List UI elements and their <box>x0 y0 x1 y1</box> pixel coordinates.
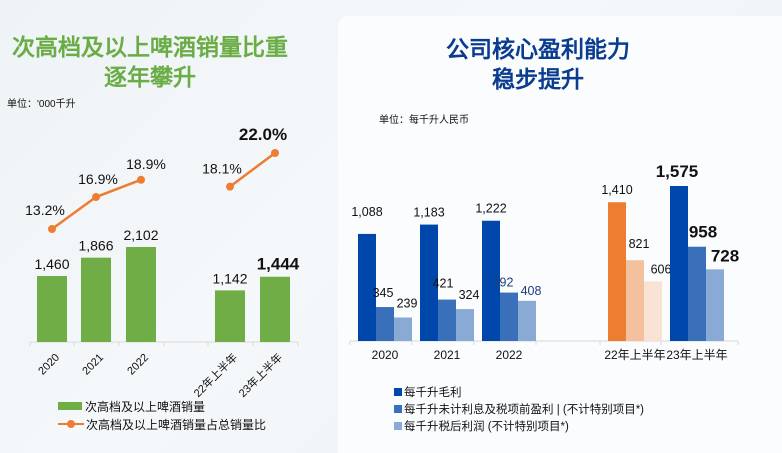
bar-23年上半年-1 <box>688 246 706 341</box>
legend-label: 每千升未计利息及税项前盈利 | (不计特别项目*) <box>404 403 645 416</box>
right-unit-label: 单位：每千升人民币 <box>379 115 469 126</box>
bar-2020-2 <box>394 317 412 341</box>
legend-item-line: 次高档及以上啤酒销量占总销量比 <box>58 415 266 433</box>
bar-value-label: 958 <box>689 223 717 242</box>
left-unit-label: 单位：'000千升 <box>7 99 76 110</box>
x-tick-label: 2020 <box>372 348 399 362</box>
bar-22年上半年 <box>215 290 245 342</box>
bar-23年上半年-0 <box>670 186 688 341</box>
bar-value-label: 1,088 <box>351 205 382 219</box>
share-value-label: 18.1% <box>202 161 242 177</box>
left-chart: 1,460 2020 1,866 2021 2,102 2022 1,142 22年上半年 1,… <box>25 125 300 400</box>
bar-value-label: 821 <box>629 237 650 251</box>
bar-2020-1 <box>376 307 394 341</box>
bar-value-label: 408 <box>521 284 542 298</box>
bar-value-label: 728 <box>711 246 739 265</box>
bar-value-label: 1,183 <box>413 206 444 220</box>
x-tick-label: 2021 <box>434 348 461 362</box>
x-tick-label: 23年上半年 <box>235 350 285 400</box>
right-title-line1: 公司核心盈利能力 <box>446 36 630 62</box>
bar-value-label: 239 <box>397 296 418 310</box>
bar-value-label: 1,410 <box>601 183 632 197</box>
right-title-line2: 稳步提升 <box>492 66 584 92</box>
share-point <box>48 225 56 233</box>
left-title-line2: 逐年攀升 <box>104 64 196 90</box>
x-tick-label: 22年上半年 <box>190 350 240 400</box>
bar-value-label: 606 <box>651 262 672 276</box>
right-panel: 公司核心盈利能力 稳步提升 单位：每千升人民币 1,088 345 239 2020 1… <box>338 16 782 453</box>
legend-swatch <box>394 387 402 396</box>
right-legend: 每千升毛利 每千升未计利息及税项前盈利 | (不计特别项目*) 每千升税后利润 … <box>394 383 644 434</box>
x-tick-label: 23年上半年 <box>666 348 727 362</box>
x-tick-label: 2020 <box>36 352 62 378</box>
bar-value-label: 1,142 <box>212 270 247 286</box>
legend-swatch <box>394 421 402 430</box>
bar-value-label: 345 <box>373 286 394 300</box>
bar-2021-1 <box>438 299 456 341</box>
bar-2022 <box>126 247 156 342</box>
bar-2021 <box>81 257 111 342</box>
bar-22年上半年-1 <box>626 260 644 341</box>
bar-22年上半年-2 <box>644 281 662 341</box>
legend-label: 每千升税后利润 (不计特别项目*) <box>404 420 569 433</box>
legend-bar-label: 次高档及以上啤酒销量 <box>85 399 206 414</box>
legend-item-net-profit: 每千升税后利润 (不计特别项目*) <box>394 417 644 434</box>
bar-value-label: 2,102 <box>123 227 158 243</box>
left-legend: 次高档及以上啤酒销量 次高档及以上啤酒销量占总销量比 <box>58 397 266 433</box>
left-title-line1: 次高档及以上啤酒销量比重 <box>12 34 288 60</box>
bar-value-label: 1,222 <box>475 202 506 216</box>
bar-2022-2 <box>518 300 536 341</box>
share-line <box>229 151 276 188</box>
bar-value-label: 1,460 <box>34 256 69 272</box>
bar-value-label: 492 <box>493 276 514 290</box>
bar-value-label: 324 <box>459 288 480 302</box>
bar-2020 <box>37 276 67 342</box>
legend-line-label: 次高档及以上啤酒销量占总销量比 <box>86 417 267 432</box>
legend-item-ebit: 每千升未计利息及税项前盈利 | (不计特别项目*) <box>394 400 644 417</box>
share-value-label: 13.2% <box>25 202 65 218</box>
bar-value-label: 1,866 <box>78 238 113 254</box>
x-tick-label: 2021 <box>80 352 106 378</box>
bar-2020-0 <box>358 233 376 341</box>
bar-22年上半年-0 <box>608 202 626 341</box>
x-tick-label: 2022 <box>496 348 523 362</box>
bar-23年上半年 <box>260 276 290 342</box>
x-tick-label: 22年上半年 <box>604 348 665 362</box>
share-point <box>271 149 279 157</box>
share-line <box>51 178 142 231</box>
bar-value-label: 1,575 <box>656 162 699 181</box>
legend-item-gross-profit: 每千升毛利 <box>394 383 644 400</box>
left-chart-title: 次高档及以上啤酒销量比重 逐年攀升 <box>0 32 300 92</box>
right-chart-title: 公司核心盈利能力 稳步提升 <box>338 34 738 94</box>
bar-2022-0 <box>482 220 500 341</box>
x-tick-label: 2022 <box>125 352 151 378</box>
share-point <box>226 182 234 191</box>
legend-line-swatch <box>58 419 84 429</box>
legend-item-bar: 次高档及以上啤酒销量 <box>58 397 266 415</box>
bar-23年上半年-2 <box>706 269 724 341</box>
legend-swatch <box>394 404 402 413</box>
share-value-label: 18.9% <box>126 156 166 172</box>
bar-value-label: 421 <box>433 277 454 291</box>
bar-2021-0 <box>420 224 438 341</box>
share-point <box>137 175 145 184</box>
bar-2021-2 <box>456 309 474 341</box>
legend-label: 每千升毛利 <box>404 386 462 399</box>
bar-value-label: 1,444 <box>257 255 300 274</box>
share-value-label: 16.9% <box>78 171 118 187</box>
left-panel: 次高档及以上啤酒销量比重 逐年攀升 单位：'000千升 1,460 2020 1,8… <box>0 0 330 453</box>
share-point <box>92 193 100 202</box>
legend-bar-swatch <box>58 402 82 410</box>
bar-2022-1 <box>500 292 518 341</box>
share-value-label: 22.0% <box>239 125 287 144</box>
